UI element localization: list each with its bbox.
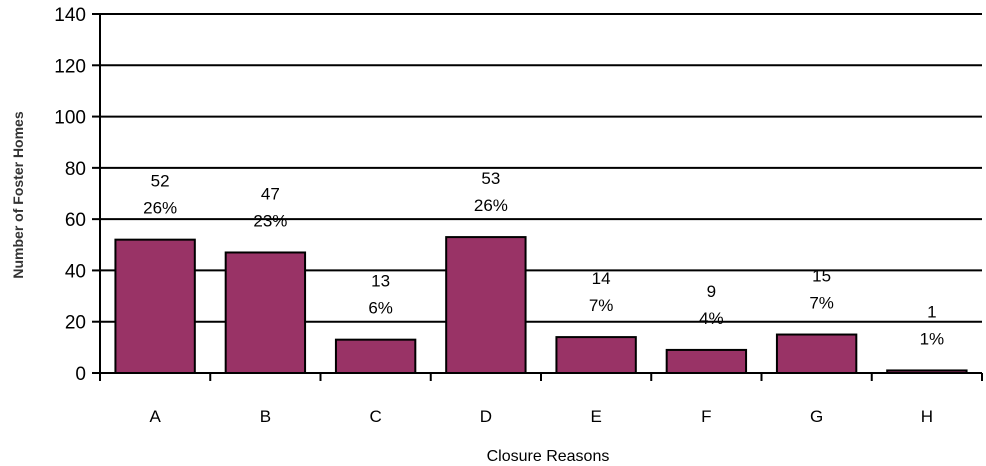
data-label-value: 13 (371, 272, 390, 291)
bar-f (665, 348, 748, 374)
x-tick-label: F (701, 407, 711, 426)
x-tick-label: C (369, 407, 381, 426)
x-tick-label: H (921, 407, 933, 426)
x-tick-label: B (260, 407, 271, 426)
y-tick-label: 120 (54, 56, 86, 77)
x-tick-label: G (810, 407, 823, 426)
y-tick-label: 100 (54, 108, 86, 129)
data-label-value: 53 (481, 169, 500, 188)
y-tick-label: 0 (75, 364, 86, 385)
data-label-value: 9 (707, 282, 716, 301)
y-tick-label: 60 (65, 210, 86, 231)
data-label-percent: 23% (253, 211, 287, 230)
data-label-percent: 26% (143, 199, 177, 218)
label-layer: 0 20 40 60 80 100 120 140 A 52 26% B 47 23% C 13 6% D 53 26… (54, 5, 944, 426)
bar-d (445, 236, 527, 374)
data-label-percent: 7% (809, 294, 834, 313)
data-label-percent: 1% (920, 329, 945, 348)
bar-layer (114, 236, 968, 375)
x-tick-label: A (149, 407, 161, 426)
data-label-value: 14 (592, 269, 611, 288)
y-tick-label: 140 (54, 5, 86, 26)
x-tick-label: D (480, 407, 492, 426)
data-label-value: 1 (927, 302, 936, 321)
bar-c (334, 338, 417, 374)
data-label-percent: 4% (699, 309, 724, 328)
data-label-percent: 26% (474, 196, 508, 215)
data-label-percent: 6% (368, 299, 393, 318)
data-label-value: 47 (261, 184, 280, 203)
bar-g (775, 333, 858, 374)
x-tick-label: E (590, 407, 601, 426)
x-axis-title: Closure Reasons (487, 448, 610, 465)
y-axis-title: Number of Foster Homes (10, 111, 26, 278)
data-label-value: 15 (812, 267, 831, 286)
bar-a (114, 238, 196, 374)
y-tick-label: 40 (65, 261, 86, 282)
bar-b (224, 251, 307, 375)
axis-layer (92, 13, 983, 381)
bar-e (555, 336, 637, 375)
y-tick-label: 20 (65, 313, 86, 334)
data-label-value: 52 (151, 172, 170, 191)
data-label-percent: 7% (589, 296, 614, 315)
y-tick-label: 80 (65, 159, 86, 180)
